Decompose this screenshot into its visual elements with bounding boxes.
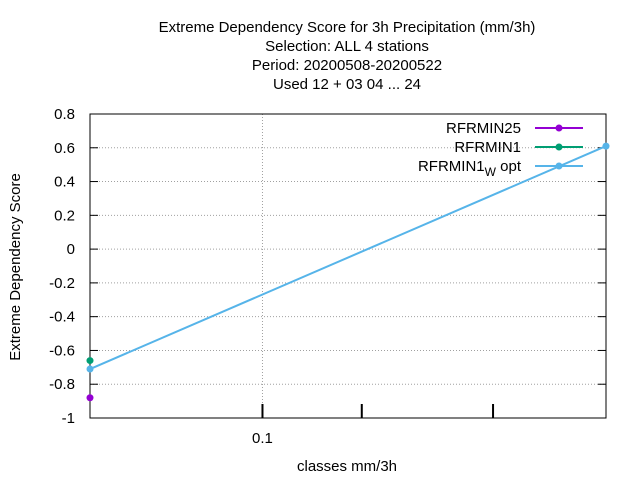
chart-title: Extreme Dependency Score for 3h Precipit…: [159, 19, 536, 93]
y-tick-label: -0.4: [49, 309, 75, 326]
y-tick-label: -0.2: [49, 275, 75, 292]
title-line: Extreme Dependency Score for 3h Precipit…: [159, 19, 536, 36]
y-tick-label: -0.6: [49, 342, 75, 359]
series-line: [89, 145, 607, 370]
axes: [89, 113, 607, 419]
data-point: [86, 357, 94, 365]
title-line: Selection: ALL 4 stations: [265, 38, 429, 55]
data-point: [86, 365, 94, 373]
y-tick-label: -1: [62, 410, 75, 427]
y-tick-label: 0: [67, 241, 75, 258]
legend-label: RFRMIN1: [454, 139, 521, 156]
x-tick-label: 0.1: [252, 430, 273, 447]
x-axis-label: classes mm/3h: [297, 458, 397, 475]
title-line: Used 12 + 03 04 ... 24: [273, 76, 421, 93]
legend-label: RFRMIN1W opt: [418, 158, 522, 179]
ticks: -1 -0.8 -0.6 -0.4 -0.2 0 0.2 0.4 0.6 0.8 0.1: [49, 106, 606, 447]
data-point: [602, 142, 610, 150]
legend-marker: [555, 162, 563, 170]
y-axis-label: Extreme Dependency Score: [7, 173, 24, 361]
series: [86, 142, 610, 402]
legend-marker: [555, 124, 563, 132]
plot-frame: [89, 113, 607, 419]
title-line: Period: 20200508-20200522: [252, 57, 442, 74]
y-tick-label: 0.2: [54, 207, 75, 224]
legend-label: RFRMIN25: [446, 120, 521, 137]
y-tick-label: 0.8: [54, 106, 75, 123]
y-tick-label: 0.6: [54, 140, 75, 157]
legend-marker: [555, 143, 563, 151]
legend: RFRMIN25 RFRMIN1 RFRMIN1W opt: [418, 120, 583, 179]
y-tick-label: -0.8: [49, 376, 75, 393]
grid: [90, 113, 606, 419]
y-tick-label: 0.4: [54, 174, 75, 191]
data-point: [86, 394, 94, 402]
